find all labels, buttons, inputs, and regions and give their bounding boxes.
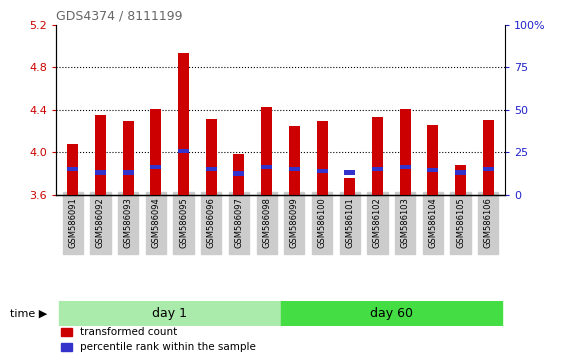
Bar	[289, 167, 300, 171]
Bar	[482, 167, 494, 171]
Bar	[289, 126, 300, 195]
Bar	[178, 53, 189, 195]
Bar	[67, 144, 79, 195]
Bar	[150, 165, 162, 169]
Bar	[261, 165, 272, 169]
Bar	[95, 115, 106, 195]
Bar	[233, 154, 245, 195]
Bar	[316, 121, 328, 195]
Bar	[206, 119, 217, 195]
Bar	[67, 167, 79, 171]
Bar	[123, 121, 134, 195]
Bar	[233, 171, 245, 176]
Bar	[455, 170, 466, 175]
Bar	[372, 167, 383, 171]
Text: time ▶: time ▶	[11, 308, 48, 318]
Bar	[482, 120, 494, 195]
Bar	[344, 170, 355, 175]
Bar	[261, 107, 272, 195]
Bar	[399, 109, 411, 195]
Text: day 1: day 1	[152, 307, 187, 320]
Bar	[150, 109, 162, 195]
Bar	[427, 125, 438, 195]
Text: day 60: day 60	[370, 307, 413, 320]
Bar	[399, 165, 411, 169]
Bar	[344, 178, 355, 195]
Bar	[280, 301, 502, 326]
Bar	[427, 168, 438, 172]
Legend: transformed count, percentile rank within the sample: transformed count, percentile rank withi…	[61, 327, 256, 353]
Bar	[59, 301, 280, 326]
Bar	[372, 117, 383, 195]
Bar	[455, 165, 466, 195]
Bar	[95, 170, 106, 175]
Bar	[316, 169, 328, 173]
Bar	[123, 170, 134, 175]
Text: GDS4374 / 8111199: GDS4374 / 8111199	[56, 9, 182, 22]
Bar	[206, 167, 217, 171]
Bar	[178, 149, 189, 153]
